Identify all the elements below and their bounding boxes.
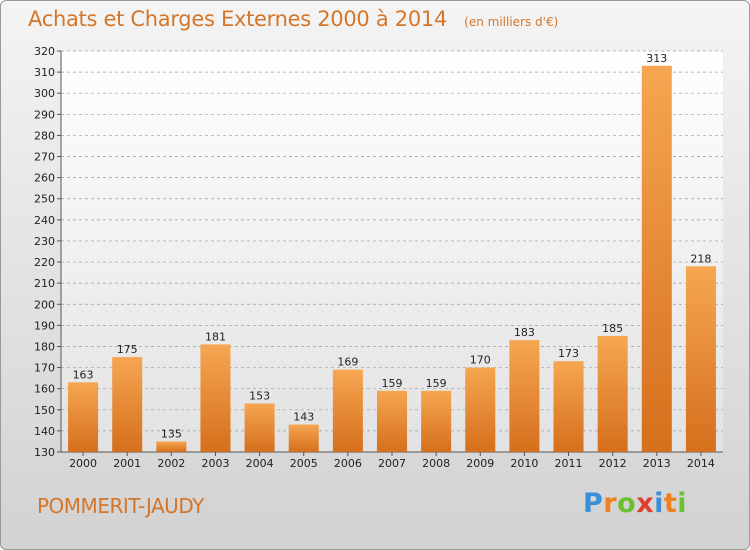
y-tick-label: 270 bbox=[34, 151, 55, 164]
logo-letter: r bbox=[603, 488, 618, 519]
logo-letter: t bbox=[663, 488, 678, 519]
x-tick-label: 2002 bbox=[157, 457, 185, 470]
bar bbox=[332, 369, 363, 452]
data-label: 135 bbox=[161, 427, 182, 440]
y-tick-label: 150 bbox=[34, 404, 55, 417]
y-tick-label: 300 bbox=[34, 87, 55, 100]
bar bbox=[641, 65, 672, 452]
x-tick-label: 2014 bbox=[687, 457, 715, 470]
bar bbox=[685, 266, 716, 452]
data-label: 163 bbox=[73, 368, 94, 381]
x-tick-label: 2000 bbox=[69, 457, 97, 470]
y-tick-label: 200 bbox=[34, 298, 55, 311]
y-tick-label: 220 bbox=[34, 256, 55, 269]
data-label: 143 bbox=[293, 411, 314, 424]
bar bbox=[376, 390, 408, 452]
bar bbox=[288, 424, 319, 452]
bar bbox=[421, 390, 452, 452]
y-tick-label: 130 bbox=[34, 446, 55, 459]
logo-letter: o bbox=[617, 488, 637, 519]
y-tick-label: 170 bbox=[34, 362, 55, 375]
y-tick-label: 230 bbox=[34, 235, 55, 248]
y-tick-label: 210 bbox=[34, 277, 55, 290]
logo-letter: P bbox=[583, 488, 604, 519]
data-label: 218 bbox=[690, 252, 711, 265]
chart-title: Achats et Charges Externes 2000 à 2014 bbox=[28, 7, 448, 31]
x-tick-label: 2007 bbox=[378, 457, 406, 470]
logo-letter: i bbox=[677, 488, 688, 519]
data-label: 313 bbox=[646, 52, 667, 65]
logo-letter: x bbox=[636, 488, 655, 519]
y-tick-label: 140 bbox=[34, 425, 55, 438]
chart-unit: (en milliers d'€) bbox=[464, 15, 559, 29]
bar bbox=[112, 357, 143, 452]
proxiti-logo: Proxiti bbox=[583, 488, 687, 519]
y-tick-label: 240 bbox=[34, 214, 55, 227]
y-tick-label: 180 bbox=[34, 340, 55, 353]
x-tick-label: 2011 bbox=[555, 457, 583, 470]
data-label: 153 bbox=[249, 389, 270, 402]
y-tick-label: 290 bbox=[34, 108, 55, 121]
data-label: 181 bbox=[205, 330, 226, 343]
y-tick-label: 310 bbox=[34, 66, 55, 79]
bar bbox=[465, 367, 496, 452]
x-tick-label: 2012 bbox=[599, 457, 627, 470]
x-tick-label: 2009 bbox=[466, 457, 494, 470]
data-label: 170 bbox=[470, 354, 491, 367]
x-tick-label: 2001 bbox=[113, 457, 141, 470]
bar bbox=[156, 441, 187, 452]
bar bbox=[200, 344, 231, 452]
bar bbox=[553, 361, 584, 452]
x-tick-label: 2013 bbox=[643, 457, 671, 470]
y-tick-label: 160 bbox=[34, 383, 55, 396]
x-tick-label: 2010 bbox=[510, 457, 538, 470]
y-tick-label: 280 bbox=[34, 129, 55, 142]
x-tick-label: 2005 bbox=[290, 457, 318, 470]
y-tick-label: 320 bbox=[34, 45, 55, 58]
bar bbox=[509, 340, 540, 452]
y-tick-label: 260 bbox=[34, 172, 55, 185]
logo-letter: i bbox=[654, 488, 664, 519]
data-label: 159 bbox=[426, 377, 447, 390]
data-label: 169 bbox=[337, 356, 358, 369]
x-tick-label: 2003 bbox=[201, 457, 229, 470]
location-label: POMMERIT-JAUDY bbox=[37, 494, 204, 518]
y-tick-label: 190 bbox=[34, 319, 55, 332]
x-tick-label: 2004 bbox=[246, 457, 274, 470]
x-tick-label: 2008 bbox=[422, 457, 450, 470]
bar bbox=[68, 382, 99, 452]
data-label: 183 bbox=[514, 326, 535, 339]
data-label: 173 bbox=[558, 347, 579, 360]
title-block: Achats et Charges Externes 2000 à 2014 (… bbox=[28, 7, 558, 31]
data-label: 175 bbox=[117, 343, 138, 356]
y-tick-label: 250 bbox=[34, 193, 55, 206]
bar bbox=[597, 335, 628, 452]
bar bbox=[244, 403, 275, 452]
data-label: 185 bbox=[602, 322, 623, 335]
x-tick-label: 2006 bbox=[334, 457, 362, 470]
data-label: 159 bbox=[382, 377, 403, 390]
